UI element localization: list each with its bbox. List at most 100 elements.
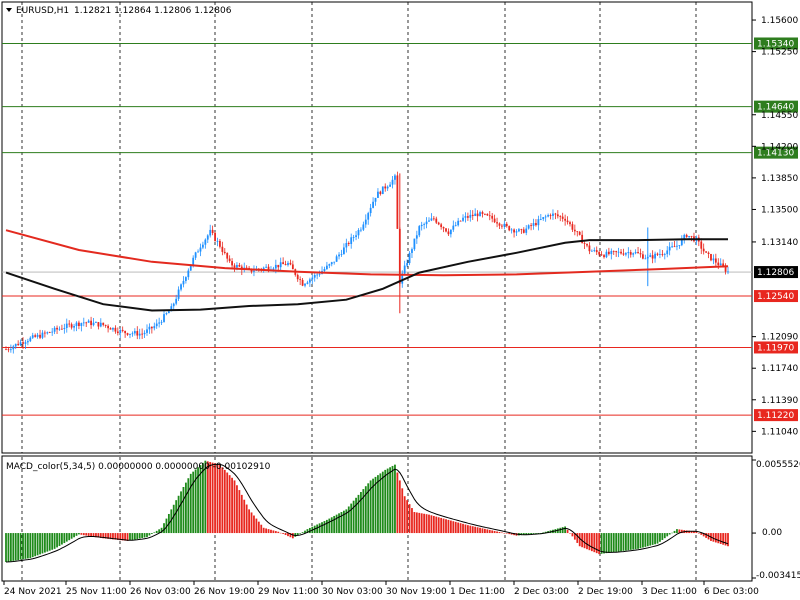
macd-bar [360,492,362,534]
candle-body [432,218,435,220]
candle-body [277,264,280,268]
candle-body [316,274,319,276]
candle-body [95,322,97,323]
candle-body [51,331,54,333]
candle-body [420,224,423,227]
macd-bar [296,533,299,536]
candle-body [418,226,421,236]
macd-bar [586,533,588,550]
candle-body [445,228,447,232]
candle-body [598,252,601,255]
macd-bar [624,533,627,551]
candle-body [535,223,537,226]
macd-bar [413,512,416,534]
candle-body [272,268,275,270]
candle-body [199,247,202,252]
candle-body [552,213,554,216]
macd-bar [688,530,691,534]
macd-bar [182,487,185,534]
candle-body [226,252,229,259]
candle-body [374,197,377,202]
macd-bar [70,533,73,539]
macd-bar [566,529,569,534]
level-label: 1.14130 [757,149,794,159]
macd-bar [661,533,664,540]
macd-bar [323,521,326,534]
price-tick-label: 1.14200 [761,142,798,152]
candle-body [389,184,391,187]
candle-body [525,228,528,233]
candle-body [372,201,374,208]
collapse-triangle-icon[interactable] [6,8,12,12]
level-label: 1.15340 [757,39,794,49]
candle-body [87,320,90,323]
macd-bar [231,477,233,534]
macd-bar [34,533,37,557]
macd-bar [245,504,248,534]
macd-bar [578,533,581,547]
macd-bar [659,533,661,542]
macd-pane[interactable] [1,455,753,582]
price-axis: 1.15600 1.15250 1.14550 1.14200 1.13850 1.135… [752,16,798,437]
price-pane[interactable] [1,1,753,454]
macd-bar [180,491,182,534]
macd-bar [335,514,338,534]
candle-body [542,217,545,220]
candle-body [522,229,525,233]
candle-body [355,235,357,237]
macd-bar [343,510,345,534]
level-label-box [754,290,798,303]
macd-bar [56,533,58,548]
candle-body [362,224,365,230]
candle-body [476,213,479,217]
candle-body [61,328,63,330]
candle-body [469,214,472,218]
candle-body [41,332,44,338]
candle-body [22,342,24,344]
macd-bar [610,533,613,553]
macd-bar [172,504,175,534]
price-tick-label: 1.11390 [761,396,798,406]
candle-body [279,262,282,268]
candle-body [112,327,114,330]
macd-bar [265,528,268,534]
candle-body [189,264,192,271]
candle-body [462,217,464,221]
candle-body [306,282,309,284]
candle-body [595,250,598,253]
macd-bar [391,465,394,534]
macd-bar [676,529,678,534]
candle-body [236,264,238,268]
macd-bar [678,529,681,534]
candle-body [573,229,576,232]
macd-bar [226,472,229,534]
macd-bar [605,533,608,554]
macd-bar [221,467,224,534]
candle-body [610,251,613,255]
candle-body [408,252,411,264]
price-tick-label: 1.12090 [761,333,798,343]
macd-bar [352,500,355,534]
candle-body [90,320,92,326]
macd-bar [274,531,277,534]
macd-bar [714,533,717,543]
candle-body [124,330,127,334]
candle-body [141,333,144,335]
candle-body [590,250,593,252]
candle-body [318,273,321,275]
candle-body [31,335,34,338]
macd-bar [177,495,180,534]
macd-bar [505,533,508,534]
candle-body [688,236,691,238]
candle-body [48,332,51,334]
candle-body [569,222,571,225]
candle-body [394,175,396,180]
candle-body [231,261,233,266]
candle-body [474,213,477,217]
candle-body [603,255,605,258]
macd-bar [155,530,158,534]
macd-bar [24,533,27,559]
macd-bar [532,533,535,534]
macd-bar [617,533,620,552]
